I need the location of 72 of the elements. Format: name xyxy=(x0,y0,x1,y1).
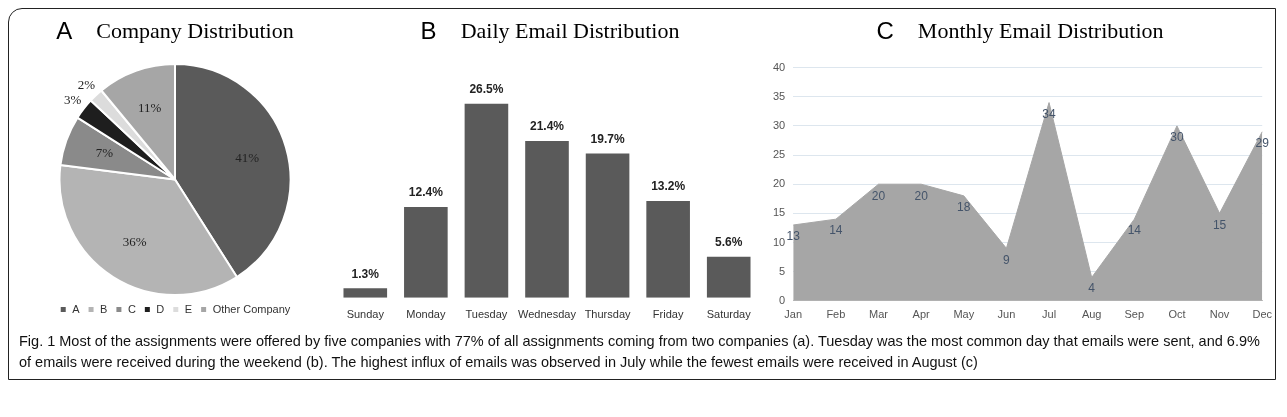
data-label: 4 xyxy=(1088,281,1096,296)
data-label: 29 xyxy=(1255,136,1270,151)
text: A xyxy=(56,17,73,45)
bar xyxy=(404,206,448,298)
legend-label: C xyxy=(127,302,136,315)
x-tick-label: Jul xyxy=(1042,308,1057,321)
x-tick-label: Dec xyxy=(1252,308,1273,321)
y-tick-label: 30 xyxy=(772,118,786,131)
data-label: 30 xyxy=(1170,130,1184,145)
data-label: 15 xyxy=(1212,217,1227,232)
data-label: 9 xyxy=(1003,252,1011,267)
data-label: 20 xyxy=(871,188,886,203)
data-label: 3% xyxy=(64,91,82,107)
data-label: 13.2% xyxy=(651,179,686,194)
x-tick-label: Jun xyxy=(997,308,1016,321)
x-tick-label: Sep xyxy=(1124,308,1145,321)
x-tick-label: Aug xyxy=(1081,308,1102,321)
bar xyxy=(343,288,388,298)
x-tick-label: Mar xyxy=(869,308,889,321)
data-label: 14 xyxy=(1127,223,1142,238)
data-label: 21.4% xyxy=(529,119,565,134)
data-label: 1.3% xyxy=(351,266,380,281)
y-tick-label: 25 xyxy=(772,148,786,161)
legend-label: D xyxy=(156,302,165,315)
x-tick-label: Monday xyxy=(406,308,446,321)
y-tick-label: 0 xyxy=(779,293,786,306)
chart-title: Monthly Email Distribution xyxy=(917,18,1164,44)
x-tick-label: Oct xyxy=(1168,308,1186,321)
y-tick-label: 10 xyxy=(772,235,786,248)
data-label: 36% xyxy=(122,234,147,250)
x-tick-label: Jan xyxy=(784,308,803,321)
y-tick-label: 35 xyxy=(772,89,786,102)
bar xyxy=(464,103,509,298)
legend-label: A xyxy=(72,302,81,315)
data-label: 18 xyxy=(957,200,971,215)
data-label: 26.5% xyxy=(469,81,504,96)
data-label: 13 xyxy=(786,229,801,244)
x-tick-label: Apr xyxy=(912,308,931,321)
chart-title: Company Distribution xyxy=(96,18,294,44)
x-tick-label: Wednesday xyxy=(518,308,577,321)
chart-title: Daily Email Distribution xyxy=(460,18,680,44)
bar xyxy=(585,153,630,298)
text: B xyxy=(420,17,437,45)
data-label: 12.4% xyxy=(408,185,444,200)
data-label: 19.7% xyxy=(590,131,625,146)
data-label: 14 xyxy=(829,223,843,238)
data-label: 5.6% xyxy=(715,235,743,250)
text: C xyxy=(876,17,894,45)
data-label: 41% xyxy=(235,149,260,165)
x-tick-label: Feb xyxy=(826,308,846,321)
x-tick-label: Thursday xyxy=(584,308,631,321)
x-tick-label: May xyxy=(953,308,975,321)
y-tick-label: 15 xyxy=(772,206,786,219)
data-label: 2% xyxy=(77,76,96,92)
data-label: 20 xyxy=(914,188,929,203)
y-tick-label: 5 xyxy=(779,264,786,277)
x-tick-label: Nov xyxy=(1209,308,1230,321)
legend-label: Other Company xyxy=(212,302,291,315)
x-tick-label: Friday xyxy=(652,308,684,321)
data-label: 7% xyxy=(95,145,114,161)
y-tick-label: 20 xyxy=(772,177,786,190)
legend-label: B xyxy=(100,302,108,315)
bar xyxy=(525,141,569,298)
data-label: 11% xyxy=(137,100,162,116)
x-tick-label: Tuesday xyxy=(465,308,508,321)
x-tick-label: Saturday xyxy=(706,308,752,321)
x-tick-label: Sunday xyxy=(346,308,385,321)
caption: Fig. 1 Most of the assignments were offered by five companies with 77% of all assignments coming from two companies (a). Tuesday was the most common day that emails were sent, and 6.9% of emails were received during the weekend (b). The highest influx of emails was observed in July while the fewest emails were received in August (c) xyxy=(18,332,1261,372)
bar xyxy=(706,256,751,298)
y-tick-label: 40 xyxy=(772,60,786,73)
legend-label: E xyxy=(184,302,193,315)
bar xyxy=(646,201,690,298)
